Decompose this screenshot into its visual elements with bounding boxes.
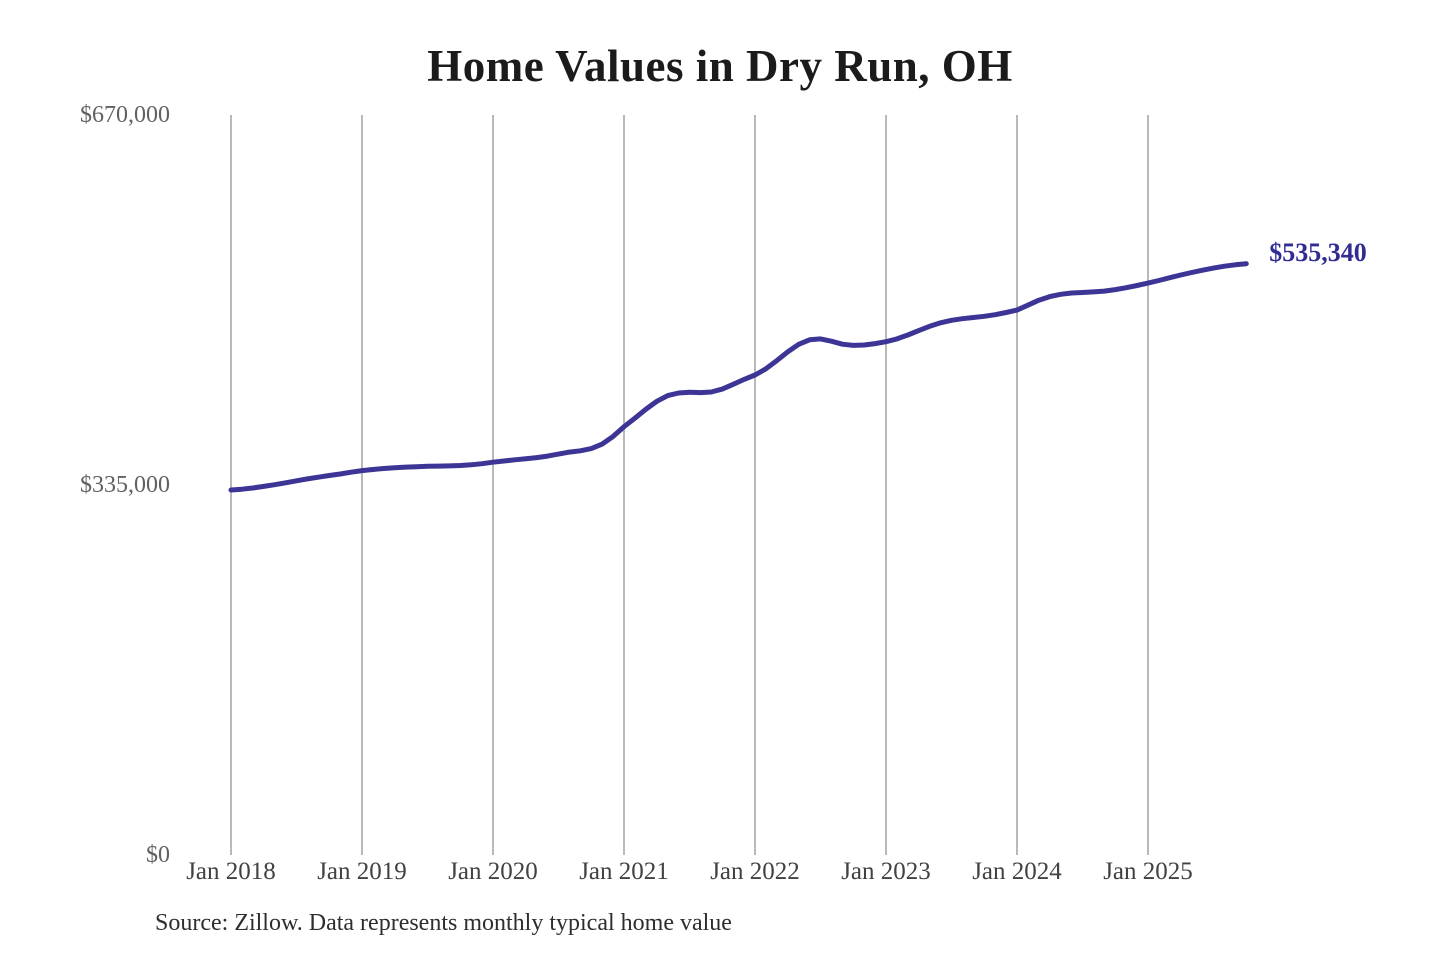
x-tick-label-jan-2021: Jan 2021 <box>579 858 669 885</box>
latest-value-label: $535,340 <box>1269 237 1367 267</box>
gridline-jan-2023 <box>885 115 887 855</box>
gridline-jan-2020 <box>492 115 494 855</box>
gridline-jan-2018 <box>230 115 232 855</box>
y-tick-label-670000: $670,000 <box>80 102 170 128</box>
x-tick-label-jan-2018: Jan 2018 <box>186 858 276 885</box>
y-tick-label-335000: $335,000 <box>80 472 170 498</box>
gridline-jan-2019 <box>361 115 363 855</box>
x-tick-label-jan-2022: Jan 2022 <box>710 858 800 885</box>
y-tick-label-0: $0 <box>146 842 170 868</box>
gridline-jan-2024 <box>1016 115 1018 855</box>
x-tick-label-jan-2020: Jan 2020 <box>448 858 538 885</box>
home-value-line-series <box>228 261 1249 493</box>
gridline-jan-2025 <box>1147 115 1149 855</box>
chart-title: Home Values in Dry Run, OH <box>427 41 1013 91</box>
x-tick-label-jan-2023: Jan 2023 <box>841 858 931 885</box>
x-tick-label-jan-2019: Jan 2019 <box>317 858 407 885</box>
gridline-jan-2022 <box>754 115 756 855</box>
x-tick-label-jan-2025: Jan 2025 <box>1103 858 1193 885</box>
source-note: Source: Zillow. Data represents monthly … <box>155 910 732 936</box>
x-tick-label-jan-2024: Jan 2024 <box>972 858 1062 885</box>
gridline-jan-2021 <box>623 115 625 855</box>
